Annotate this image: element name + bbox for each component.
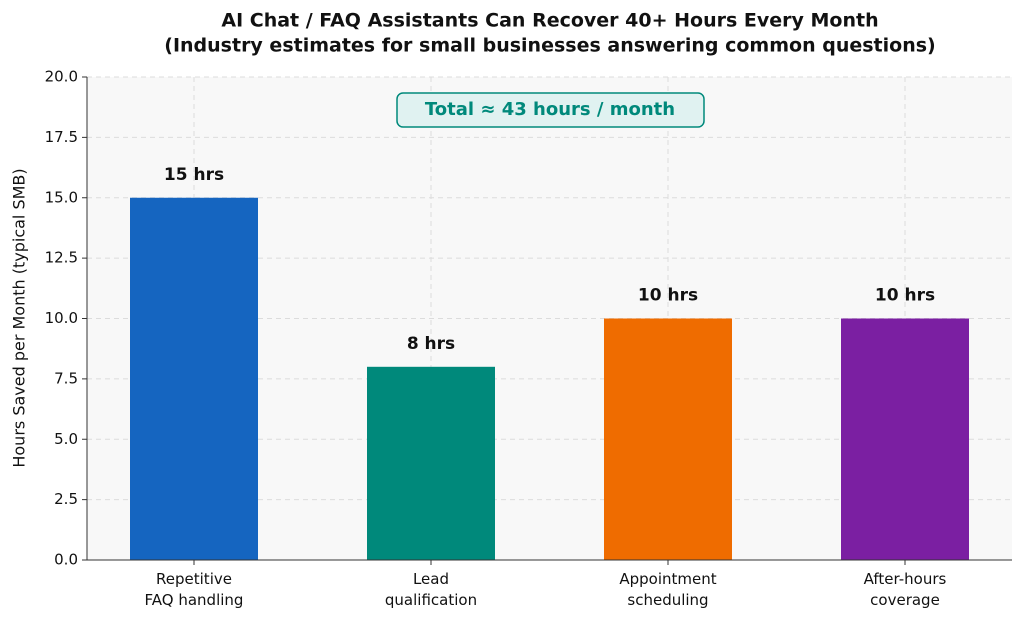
label-line: Repetitive <box>156 570 232 588</box>
label-line: scheduling <box>627 591 708 609</box>
value-label: 10 hrs <box>638 286 698 306</box>
y-axis-label: Hours Saved per Month (typical SMB) <box>10 168 29 467</box>
y-tick-label: 5.0 <box>54 430 78 448</box>
y-tick-label: 2.5 <box>54 490 78 508</box>
y-tick-label: 7.5 <box>54 369 78 387</box>
x-tick-label: Appointment scheduling <box>619 570 716 609</box>
y-tick-label: 10.0 <box>45 309 78 327</box>
y-tick-label: 0.0 <box>54 551 78 569</box>
value-label: 15 hrs <box>164 165 224 185</box>
chart-title: AI Chat / FAQ Assistants Can Recover 40+… <box>221 10 878 32</box>
label-line: FAQ handling <box>145 591 244 609</box>
annotation: Total ≈ 43 hours / month <box>425 99 675 120</box>
value-label: 10 hrs <box>875 286 935 306</box>
bar <box>841 318 969 560</box>
x-tick-label: Repetitive FAQ handling <box>145 570 244 609</box>
label-line: Lead <box>413 570 449 588</box>
bar <box>130 197 258 560</box>
value-label: 8 hrs <box>407 334 455 354</box>
label-line: coverage <box>870 591 940 609</box>
bar <box>367 366 495 560</box>
y-tick-label: 20.0 <box>45 68 78 86</box>
chart-subtitle: (Industry estimates for small businesses… <box>164 35 935 57</box>
label-line: Appointment <box>619 570 716 588</box>
x-tick-label: Lead qualification <box>385 570 477 609</box>
label-line: After-hours <box>864 570 947 588</box>
label-line: qualification <box>385 591 477 609</box>
annotation-box <box>396 92 705 128</box>
x-tick-label: After-hours coverage <box>864 570 947 609</box>
y-tick-label: 17.5 <box>45 128 78 146</box>
y-tick-label: 12.5 <box>45 249 78 267</box>
y-tick-label: 15.0 <box>45 188 78 206</box>
bar <box>604 318 732 560</box>
